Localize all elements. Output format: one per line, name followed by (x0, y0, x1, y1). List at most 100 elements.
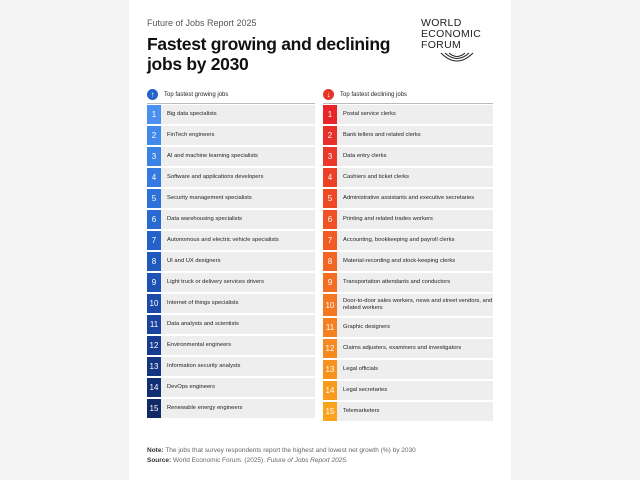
rank-badge: 6 (323, 210, 337, 229)
growing-job-row: 10 Internet of things specialists (147, 294, 315, 313)
page-title: Fastest growing and declining jobs by 20… (147, 34, 391, 74)
growing-job-row: 4 Software and applications developers (147, 168, 315, 187)
logo-line-1: WORLD (421, 17, 462, 29)
rank-badge: 1 (147, 105, 161, 124)
rank-badge: 12 (147, 336, 161, 355)
job-title: Claims adjusters, examiners and investig… (343, 345, 462, 351)
job-title: Security management specialists (167, 195, 252, 201)
growing-job-row: 14 DevOps engineers (147, 378, 315, 397)
growing-header: ↑ Top fastest growing jobs (147, 86, 315, 104)
declining-job-row: 2 Bank tellers and related clerks (323, 126, 493, 145)
rank-badge: 11 (147, 315, 161, 334)
growing-job-row: 9 Light truck or delivery services driver… (147, 273, 315, 292)
job-title: Legal officials (343, 366, 379, 372)
job-title: Information security analysts (167, 363, 241, 369)
note-label: Note: (147, 447, 164, 454)
declining-header: ↓ Top fastest declining jobs (323, 86, 493, 104)
declining-job-row: 10 Door-to-door sales workers, news and s… (323, 294, 493, 316)
declining-job-row: 6 Printing and related trades workers (323, 210, 493, 229)
job-title: Door-to-door sales workers, news and str… (343, 298, 493, 311)
job-title: Renewable energy engineers (167, 405, 243, 411)
source-line: Source: World Economic Forum. (2025). Fu… (147, 456, 416, 466)
rank-badge: 14 (323, 381, 337, 400)
job-title: Printing and related trades workers (343, 216, 433, 222)
declining-job-row: 15 Telemarketers (323, 402, 493, 421)
growing-job-row: 1 Big data specialists (147, 105, 315, 124)
declining-job-row: 14 Legal secretaries (323, 381, 493, 400)
growing-jobs-list: ↑ Top fastest growing jobs 1 Big data spe… (147, 86, 315, 420)
job-title: Cashiers and ticket clerks (343, 174, 410, 180)
rank-badge: 4 (147, 168, 161, 187)
rank-badge: 11 (323, 318, 337, 337)
declining-job-row: 8 Material-recording and stock-keeping cl… (323, 252, 493, 271)
logo-line-3: FORUM (421, 39, 461, 51)
note-line: Note: The jobs that survey respondents r… (147, 446, 416, 456)
growing-job-row: 15 Renewable energy engineers (147, 399, 315, 418)
rank-badge: 4 (323, 168, 337, 187)
job-title: Environmental engineers (167, 342, 232, 348)
declining-jobs-list: ↓ Top fastest declining jobs 1 Postal ser… (323, 86, 493, 423)
rank-badge: 8 (147, 252, 161, 271)
declining-job-row: 7 Accounting, bookkeeping and payroll cle… (323, 231, 493, 250)
rank-badge: 9 (323, 273, 337, 292)
job-title: Telemarketers (343, 408, 380, 414)
logo-arcs-icon (440, 52, 474, 62)
declining-job-row: 12 Claims adjusters, examiners and invest… (323, 339, 493, 358)
rank-badge: 5 (323, 189, 337, 208)
rank-badge: 5 (147, 189, 161, 208)
rank-badge: 8 (323, 252, 337, 271)
rank-badge: 7 (147, 231, 161, 250)
report-name: Future of Jobs Report 2025 (147, 18, 257, 28)
footnote: Note: The jobs that survey respondents r… (147, 446, 416, 466)
declining-job-row: 5 Administrative assistants and executive… (323, 189, 493, 208)
rank-badge: 10 (323, 294, 337, 316)
rank-badge: 2 (147, 126, 161, 145)
job-title: Software and applications developers (167, 174, 264, 180)
rank-badge: 14 (147, 378, 161, 397)
job-title: Data warehousing specialists (167, 216, 243, 222)
rank-badge: 1 (323, 105, 337, 124)
rank-badge: 3 (323, 147, 337, 166)
note-text: The jobs that survey respondents report … (165, 447, 416, 454)
growing-job-row: 11 Data analysts and scientists (147, 315, 315, 334)
rank-badge: 13 (323, 360, 337, 379)
wef-logo: WORLD ECONOMIC FORUM (421, 17, 493, 62)
rank-badge: 15 (147, 399, 161, 418)
rank-badge: 10 (147, 294, 161, 313)
growing-job-row: 12 Environmental engineers (147, 336, 315, 355)
job-title: Legal secretaries (343, 387, 388, 393)
job-title: Postal service clerks (343, 111, 396, 117)
rank-badge: 7 (323, 231, 337, 250)
job-title: Transportation attendants and conductors (343, 279, 451, 285)
rank-badge: 9 (147, 273, 161, 292)
growing-heading: Top fastest growing jobs (164, 91, 229, 98)
job-title: Data analysts and scientists (167, 321, 239, 327)
job-title: FinTech engineers (167, 132, 215, 138)
job-title: Light truck or delivery services drivers (167, 279, 264, 285)
rank-badge: 6 (147, 210, 161, 229)
report-page: Future of Jobs Report 2025 Fastest growi… (129, 0, 511, 480)
job-title: Autonomous and electric vehicle speciali… (167, 237, 279, 243)
job-title: AI and machine learning specialists (167, 153, 258, 159)
declining-heading: Top fastest declining jobs (340, 91, 408, 98)
growing-job-row: 5 Security management specialists (147, 189, 315, 208)
job-title: Accounting, bookkeeping and payroll cler… (343, 237, 455, 243)
growing-job-row: 3 AI and machine learning specialists (147, 147, 315, 166)
growing-job-row: 8 UI and UX designers (147, 252, 315, 271)
job-title: Material-recording and stock-keeping cle… (343, 258, 456, 264)
job-title: Graphic designers (343, 324, 391, 330)
logo-line-2: ECONOMIC (421, 28, 482, 40)
growing-job-row: 2 FinTech engineers (147, 126, 315, 145)
declining-job-row: 1 Postal service clerks (323, 105, 493, 124)
job-title: DevOps engineers (167, 384, 216, 390)
growing-job-row: 6 Data warehousing specialists (147, 210, 315, 229)
declining-job-row: 13 Legal officials (323, 360, 493, 379)
declining-job-row: 3 Data entry clerks (323, 147, 493, 166)
source-label: Source: (147, 457, 172, 464)
job-title: Data entry clerks (343, 153, 387, 159)
job-title: Administrative assistants and executive … (343, 195, 475, 201)
declining-job-row: 11 Graphic designers (323, 318, 493, 337)
declining-job-row: 9 Transportation attendants and conductor… (323, 273, 493, 292)
source-title: Future of Jobs Report 2025. (266, 457, 348, 464)
growing-job-row: 13 Information security analysts (147, 357, 315, 376)
